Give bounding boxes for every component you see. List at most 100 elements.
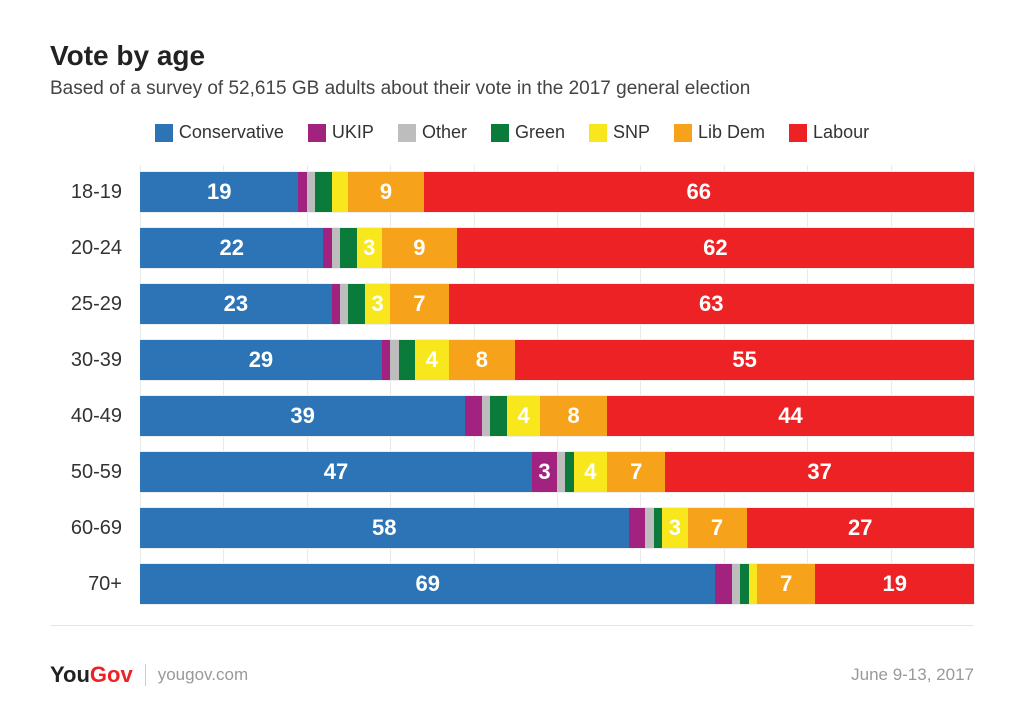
stacked-bar: 19966	[140, 171, 974, 213]
segment-ukip	[629, 508, 646, 548]
segment-green	[490, 396, 507, 436]
segment-libdem: 8	[449, 340, 516, 380]
segment-libdem: 7	[688, 508, 747, 548]
segment-green	[740, 564, 748, 604]
row-label: 40-49	[50, 405, 140, 428]
row-label: 50-59	[50, 461, 140, 484]
legend-swatch	[308, 124, 326, 142]
legend-item-other: Other	[398, 122, 467, 143]
segment-conservative: 19	[140, 172, 298, 212]
segment-green	[340, 228, 357, 268]
segment-conservative: 39	[140, 396, 465, 436]
segment-conservative: 29	[140, 340, 382, 380]
chart-subtitle: Based of a survey of 52,615 GB adults ab…	[50, 78, 974, 100]
legend-item-snp: SNP	[589, 122, 650, 143]
stacked-bar: 4734737	[140, 451, 974, 493]
chart-row: 40-4939 4844	[50, 395, 974, 437]
segment-snp: 3	[662, 508, 687, 548]
chart-row: 18-1919966	[50, 171, 974, 213]
legend-swatch	[674, 124, 692, 142]
chart-row: 60-6958 3727	[50, 507, 974, 549]
segment-snp: 4	[415, 340, 448, 380]
brand-separator	[145, 664, 146, 686]
footer-date: June 9-13, 2017	[851, 665, 974, 685]
brand-logo: YouGov	[50, 662, 133, 688]
legend-swatch	[155, 124, 173, 142]
legend-label: Conservative	[179, 122, 284, 143]
brand-site: yougov.com	[158, 665, 248, 685]
footer: YouGov yougov.com June 9-13, 2017	[50, 662, 974, 688]
segment-libdem: 7	[607, 452, 665, 492]
legend-label: Green	[515, 122, 565, 143]
segment-snp: 4	[574, 452, 607, 492]
chart-row: 50-594734737	[50, 451, 974, 493]
segment-other	[645, 508, 653, 548]
segment-labour: 44	[607, 396, 974, 436]
segment-green	[348, 284, 365, 324]
segment-libdem: 7	[390, 284, 448, 324]
segment-other	[307, 172, 315, 212]
legend-swatch	[398, 124, 416, 142]
segment-green	[399, 340, 416, 380]
segment-labour: 19	[815, 564, 973, 604]
chart-row: 25-29233763	[50, 283, 974, 325]
stacked-bar: 58 3727	[140, 507, 974, 549]
chart-row: 70+69 719	[50, 563, 974, 605]
segment-libdem: 7	[757, 564, 815, 604]
segment-snp	[749, 564, 757, 604]
segment-labour: 55	[515, 340, 974, 380]
segment-libdem: 9	[382, 228, 457, 268]
legend-item-libdem: Lib Dem	[674, 122, 765, 143]
legend-item-ukip: UKIP	[308, 122, 374, 143]
segment-conservative: 58	[140, 508, 629, 548]
legend-label: Labour	[813, 122, 869, 143]
segment-libdem: 8	[540, 396, 607, 436]
segment-green	[315, 172, 332, 212]
segment-other	[332, 228, 340, 268]
legend-label: Lib Dem	[698, 122, 765, 143]
segment-other	[732, 564, 740, 604]
legend: Conservative UKIP Other Green SNP Lib Dem Labo…	[50, 122, 974, 143]
row-label: 60-69	[50, 517, 140, 540]
row-label: 30-39	[50, 349, 140, 372]
legend-label: UKIP	[332, 122, 374, 143]
row-label: 70+	[50, 573, 140, 596]
segment-conservative: 47	[140, 452, 532, 492]
legend-label: SNP	[613, 122, 650, 143]
row-label: 18-19	[50, 181, 140, 204]
segment-other	[557, 452, 565, 492]
chart-title: Vote by age	[50, 40, 974, 72]
segment-ukip	[298, 172, 306, 212]
segment-labour: 63	[449, 284, 974, 324]
segment-labour: 62	[457, 228, 974, 268]
row-label: 20-24	[50, 237, 140, 260]
segment-green	[654, 508, 662, 548]
segment-conservative: 23	[140, 284, 332, 324]
stacked-bar: 39 4844	[140, 395, 974, 437]
segment-ukip	[323, 228, 331, 268]
legend-item-labour: Labour	[789, 122, 869, 143]
segment-conservative: 69	[140, 564, 715, 604]
segment-ukip	[382, 340, 390, 380]
brand-block: YouGov yougov.com	[50, 662, 248, 688]
segment-ukip	[332, 284, 340, 324]
segment-snp	[332, 172, 349, 212]
stacked-bar: 69 719	[140, 563, 974, 605]
segment-ukip	[715, 564, 732, 604]
chart-area: 18-191996620-2422396225-2923376330-39294…	[50, 171, 974, 626]
segment-labour: 66	[424, 172, 974, 212]
segment-other	[390, 340, 398, 380]
segment-labour: 37	[665, 452, 974, 492]
segment-snp: 4	[507, 396, 540, 436]
chart-row: 30-3929 4855	[50, 339, 974, 381]
segment-other	[340, 284, 348, 324]
stacked-bar: 233763	[140, 283, 974, 325]
legend-swatch	[789, 124, 807, 142]
brand-gov: Gov	[90, 662, 133, 687]
segment-other	[482, 396, 490, 436]
segment-labour: 27	[747, 508, 974, 548]
segment-ukip	[465, 396, 482, 436]
segment-snp: 3	[357, 228, 382, 268]
row-label: 25-29	[50, 293, 140, 316]
stacked-bar: 223962	[140, 227, 974, 269]
